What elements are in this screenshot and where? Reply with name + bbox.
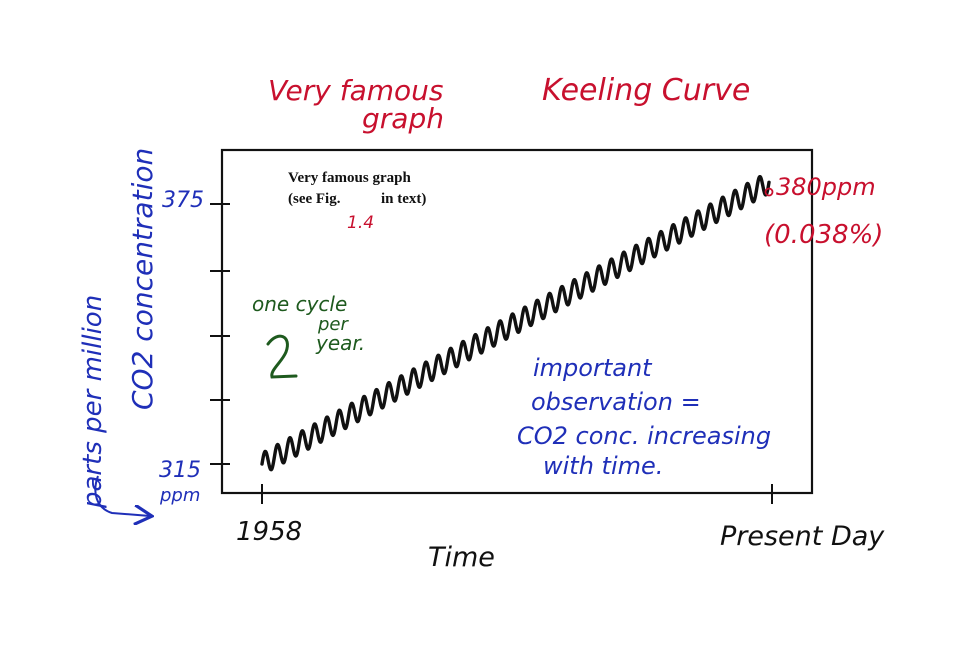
x-tick-label-1958: 1958 xyxy=(236,517,302,547)
y-axis-label-units: parts per million xyxy=(78,295,108,509)
header-right-keeling-curve: Keeling Curve xyxy=(542,73,750,108)
observation-line1: important xyxy=(533,354,653,382)
keeling-curve-line xyxy=(260,174,771,472)
units-arrow xyxy=(94,475,150,516)
endpoint-value: 380ppm xyxy=(776,173,876,201)
cycle-note-line1: one cycle xyxy=(252,292,347,316)
endpoint-marker xyxy=(764,187,774,197)
observation-line4: with time. xyxy=(543,452,663,480)
cycle-note-line3: year. xyxy=(315,331,365,355)
caption-in-text: in text) xyxy=(381,191,426,207)
x-axis-label: Time xyxy=(428,542,495,573)
observation-line3: CO2 conc. increasing xyxy=(517,422,771,450)
cycle-sketch-icon xyxy=(266,334,298,379)
caption-see-fig: (see Fig. xyxy=(288,191,341,207)
y-tick-label-315: 315 xyxy=(159,458,201,483)
observation-line2: observation = xyxy=(531,388,701,416)
y-tick-label-375: 375 xyxy=(162,188,204,213)
header-left-line1: Very famous xyxy=(268,74,443,107)
header-left-line2: graph xyxy=(362,102,444,135)
cycle-note-line2: per xyxy=(317,314,350,335)
caption-fig-number: 1.4 xyxy=(347,213,374,233)
x-tick-label-present: Present Day xyxy=(720,521,885,552)
y-axis-label: CO2 concentration xyxy=(126,148,159,410)
caption-title: Very famous graph xyxy=(288,170,411,186)
plot-frame xyxy=(220,148,814,495)
endpoint-percent: (0.038%) xyxy=(764,220,883,250)
y-unit-label: ppm xyxy=(159,485,200,506)
